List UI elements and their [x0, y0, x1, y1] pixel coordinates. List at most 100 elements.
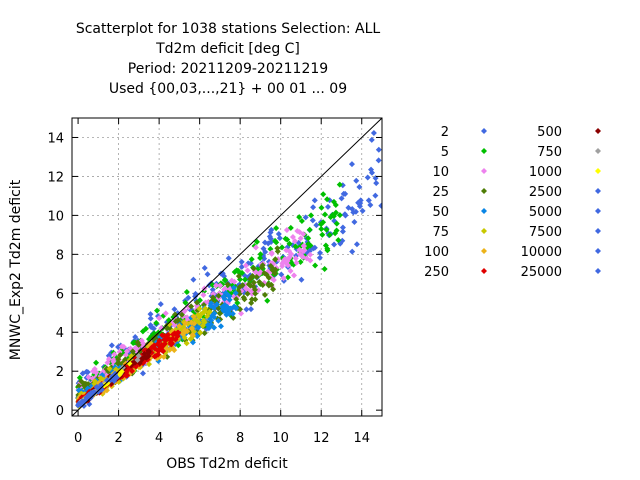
- data-point: [365, 197, 372, 204]
- data-point: [228, 277, 235, 284]
- data-point: [209, 286, 216, 293]
- data-point: [279, 263, 286, 270]
- legend-marker: [595, 208, 601, 214]
- data-point: [256, 278, 263, 285]
- data-point: [232, 304, 239, 311]
- data-point: [221, 276, 228, 283]
- legend-marker: [595, 128, 601, 134]
- data-point: [220, 293, 227, 300]
- y-tick-label: 8: [56, 248, 64, 263]
- data-point: [276, 235, 283, 242]
- legend-marker: [481, 128, 487, 134]
- data-point: [287, 224, 294, 231]
- data-point: [97, 375, 104, 382]
- data-point: [217, 282, 224, 289]
- data-point: [278, 244, 285, 251]
- data-point: [324, 203, 331, 210]
- data-point: [91, 378, 98, 385]
- data-point: [139, 370, 146, 377]
- y-tick-label: 2: [56, 365, 64, 380]
- legend-label: 25000: [521, 265, 562, 280]
- data-point: [111, 351, 118, 358]
- data-point: [161, 340, 168, 347]
- data-point: [311, 197, 318, 204]
- data-point: [291, 238, 298, 245]
- x-tick-label: 10: [272, 431, 289, 446]
- data-point: [134, 357, 141, 364]
- data-point: [145, 353, 152, 360]
- data-point: [350, 209, 357, 216]
- data-point: [293, 259, 300, 266]
- x-tick-label: 12: [313, 431, 330, 446]
- data-point: [104, 377, 111, 384]
- y-axis-label: MNWC_Exp2 Td2m deficit: [8, 179, 24, 361]
- data-point: [134, 339, 141, 346]
- data-point: [255, 287, 262, 294]
- y-tick-label: 6: [56, 287, 64, 302]
- data-point: [157, 301, 164, 308]
- data-point: [269, 267, 276, 274]
- data-point: [259, 282, 266, 289]
- data-point: [308, 212, 315, 219]
- data-point: [115, 359, 122, 366]
- data-point: [79, 370, 86, 377]
- data-point: [78, 399, 85, 406]
- data-point: [182, 320, 189, 327]
- data-point: [324, 196, 331, 203]
- data-point: [200, 291, 207, 298]
- data-point: [301, 247, 308, 254]
- data-point: [154, 307, 161, 314]
- data-point: [103, 380, 110, 387]
- data-point: [324, 247, 331, 254]
- data-point: [341, 211, 348, 218]
- data-point: [298, 276, 305, 283]
- data-points: [75, 129, 382, 410]
- data-point: [164, 353, 171, 360]
- data-point: [338, 195, 345, 202]
- data-point: [147, 311, 154, 318]
- data-point: [345, 204, 352, 211]
- data-point: [233, 296, 240, 303]
- data-point: [301, 243, 308, 250]
- data-point: [243, 306, 250, 313]
- data-point: [317, 221, 324, 228]
- data-point: [110, 358, 117, 365]
- data-point: [305, 235, 312, 242]
- data-point: [239, 269, 246, 276]
- data-point: [161, 332, 168, 339]
- data-point: [296, 251, 303, 258]
- data-point: [226, 296, 233, 303]
- data-point: [253, 274, 260, 281]
- data-point: [313, 222, 320, 229]
- legend-label: 250: [424, 265, 449, 280]
- data-point: [213, 282, 220, 289]
- legend-label: 5: [441, 145, 449, 160]
- legend-marker: [481, 148, 487, 154]
- data-point: [263, 271, 270, 278]
- data-point: [339, 224, 346, 231]
- data-point: [219, 303, 226, 310]
- data-point: [153, 319, 160, 326]
- chart-title-line-1: Scatterplot for 1038 stations Selection:…: [75, 21, 381, 37]
- data-point: [316, 254, 323, 261]
- data-point: [321, 211, 328, 218]
- data-point: [190, 276, 197, 283]
- data-point: [274, 248, 281, 255]
- data-point: [185, 294, 192, 301]
- data-point: [312, 262, 319, 269]
- data-point: [171, 347, 178, 354]
- legend-label: 2500: [529, 185, 562, 200]
- data-point: [108, 342, 115, 349]
- data-point: [254, 266, 261, 273]
- legend-marker: [481, 248, 487, 254]
- data-point: [204, 271, 211, 278]
- legend-marker: [481, 268, 487, 274]
- data-point: [331, 241, 338, 248]
- data-point: [247, 306, 254, 313]
- data-point: [238, 258, 245, 265]
- data-point: [323, 226, 330, 233]
- chart-title-line-2: Td2m deficit [deg C]: [156, 41, 300, 57]
- data-point: [245, 281, 252, 288]
